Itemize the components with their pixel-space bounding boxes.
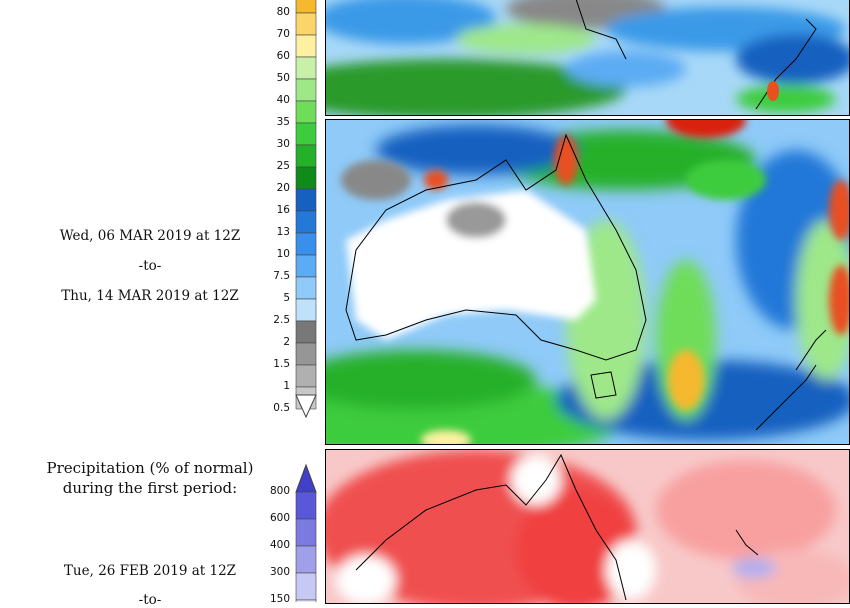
precip-colorbar-cell <box>295 34 317 58</box>
precip-colorbar-tick-label: 40 <box>276 94 290 106</box>
precip-colorbar-cell <box>295 210 317 234</box>
pct-normal-title: Precipitation (% of normal) during the f… <box>20 458 280 498</box>
precip-colorbar-tick-label: 7.5 <box>273 270 290 282</box>
precip-colorbar-tick-label: 2 <box>283 336 290 348</box>
precip-colorbar-cell <box>295 144 317 168</box>
pct-normal-colorbar-tick-label: 600 <box>269 512 290 524</box>
precip-colorbar-tick-label: 5 <box>283 292 290 304</box>
pct-normal-title-line2: during the first period: <box>62 479 238 497</box>
precip-colorbar-tick-label: 30 <box>276 138 290 150</box>
precip-colorbar-cell <box>295 364 317 388</box>
precip-colorbar-cell <box>295 342 317 366</box>
precip-map-period1 <box>325 0 850 116</box>
precip-colorbar-cell <box>295 232 317 256</box>
precip-colorbar-tick-label: 70 <box>276 28 290 40</box>
precip-colorbar-tick-label: 25 <box>276 160 290 172</box>
precip-colorbar-tick-label: 50 <box>276 72 290 84</box>
pct-normal-colorbar-tick-label: 150 <box>269 593 290 605</box>
precip-colorbar-tick-label: 0.5 <box>273 402 290 414</box>
pct-normal-map <box>325 449 850 604</box>
pct-normal-colorbar <box>295 463 317 602</box>
pct-normal-colorbar-tick-label: 300 <box>269 566 290 578</box>
precip-colorbar-cell <box>295 188 317 212</box>
period1-from: Tue, 26 FEB 2019 at 12Z <box>63 563 237 579</box>
precip-colorbar-tick-label: 60 <box>276 50 290 62</box>
precip-colorbar-cell <box>295 12 317 36</box>
precip-colorbar-cell <box>295 276 317 300</box>
pct-normal-colorbar-cell <box>295 545 317 574</box>
precip-map-period2 <box>325 119 850 445</box>
precip-colorbar-cell <box>295 78 317 102</box>
pct-normal-title-line1: Precipitation (% of normal) <box>46 459 254 477</box>
pct-normal-colorbar-cell <box>295 599 317 602</box>
precip-colorbar-tick-label: 2.5 <box>273 314 290 326</box>
colorbar-max-arrow <box>295 463 317 493</box>
precip-colorbar-cell <box>295 0 317 14</box>
period2-from: Wed, 06 MAR 2019 at 12Z <box>59 228 241 244</box>
precip-colorbar-cell <box>295 100 317 124</box>
precip-colorbar-tick-label: 10 <box>276 248 290 260</box>
pct-normal-colorbar-tick-label: 800 <box>269 485 290 497</box>
pct-normal-colorbar-tick-label: 400 <box>269 539 290 551</box>
period2-to: Thu, 14 MAR 2019 at 12Z <box>61 288 239 304</box>
precip-colorbar-cell <box>295 298 317 322</box>
colorbar-min-arrow <box>295 394 317 419</box>
precip-colorbar-tick-label: 1.5 <box>273 358 290 370</box>
precip-colorbar-tick-label: 80 <box>276 6 290 18</box>
precip-colorbar-tick-label: 35 <box>276 116 290 128</box>
precip-colorbar-cell <box>295 166 317 190</box>
precip-colorbar <box>295 0 317 419</box>
precip-colorbar-tick-label: 16 <box>276 204 290 216</box>
precip-colorbar-cell <box>295 122 317 146</box>
pct-normal-colorbar-cell <box>295 572 317 601</box>
precip-colorbar-tick-label: 20 <box>276 182 290 194</box>
precip-colorbar-cell <box>295 254 317 278</box>
pct-normal-colorbar-cell <box>295 491 317 520</box>
precip-colorbar-tick-label: 1 <box>283 380 290 392</box>
precip-colorbar-cell <box>295 56 317 80</box>
precip-colorbar-cell <box>295 320 317 344</box>
precip-colorbar-tick-label: 13 <box>276 226 290 238</box>
pct-normal-colorbar-cell <box>295 518 317 547</box>
period2-separator: -to- <box>138 258 162 274</box>
